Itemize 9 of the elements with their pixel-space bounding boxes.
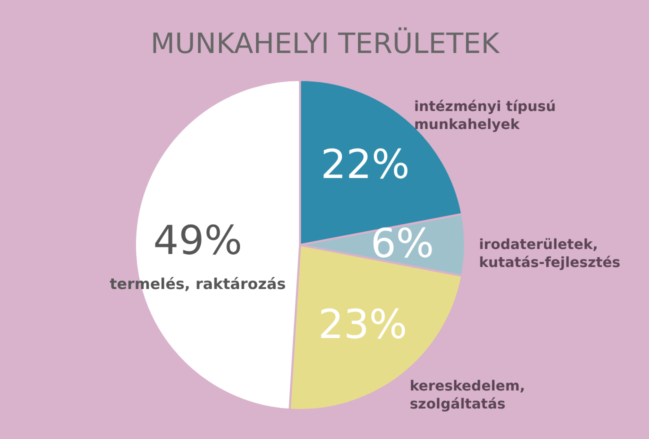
data-label: 6% — [370, 221, 434, 267]
chart-title: MUNKAHELYI TERÜLETEK — [150, 27, 500, 60]
slice-label: termelés, raktározás — [110, 274, 286, 293]
slice-label: irodaterületek, kutatás-fejlesztés — [479, 237, 620, 271]
data-label: 23% — [318, 302, 408, 348]
slice-label: intézményi típusú munkahelyek — [414, 99, 556, 134]
data-label: 22% — [320, 142, 410, 188]
data-label: 49% — [153, 218, 242, 264]
slice-label: kereskedelem, szolgáltatás — [410, 378, 526, 412]
